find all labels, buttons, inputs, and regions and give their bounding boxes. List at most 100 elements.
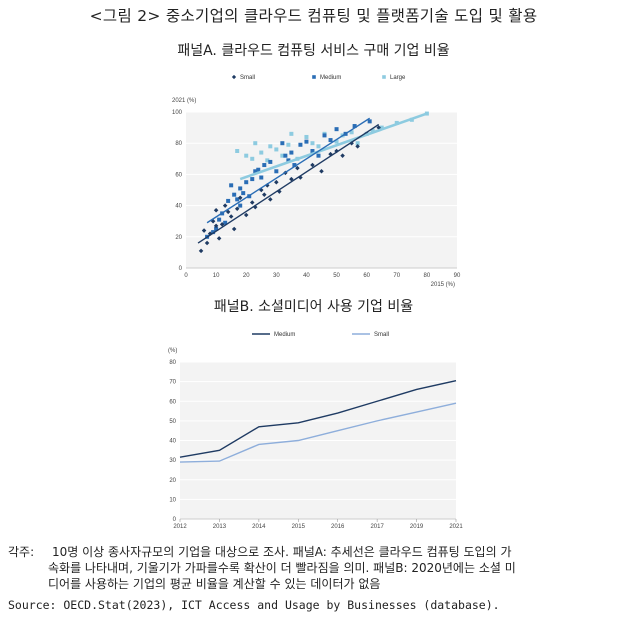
trendline-large: [239, 112, 428, 181]
point-medium: [316, 153, 321, 158]
x-tick-label-a: 40: [303, 273, 310, 279]
point-large: [253, 141, 258, 146]
legend-marker-large: [382, 75, 386, 79]
point-large: [235, 149, 240, 153]
point-medium: [352, 124, 357, 129]
x-axis-label-a: 2015 (%): [431, 282, 455, 288]
point-large: [316, 144, 321, 149]
x-tick-label-b: 2016: [331, 524, 345, 530]
point-medium: [244, 180, 249, 185]
point-medium: [298, 142, 303, 147]
y-tick-label-a: 100: [172, 110, 183, 116]
point-medium: [232, 192, 237, 197]
x-tick-label-b: 2012: [173, 524, 187, 530]
legend-marker-medium: [312, 75, 316, 79]
trendline-small: [197, 123, 380, 244]
point-medium: [283, 153, 288, 158]
point-large: [334, 139, 339, 144]
point-medium: [226, 198, 231, 203]
y-axis-label-b: (%): [168, 348, 177, 354]
point-medium: [310, 149, 315, 153]
figure-title: <그림 2> 중소기업의 클라우드 컴퓨팅 및 플랫폼기술 도입 및 활용: [89, 7, 538, 25]
point-large: [424, 111, 429, 116]
plot-area-a: [186, 112, 457, 268]
y-tick-label-b: 30: [169, 458, 176, 464]
x-tick-label-b: 2014: [252, 524, 266, 530]
point-medium: [229, 183, 234, 188]
source-line: Source: OECD.Stat(2023), ICT Access and …: [8, 598, 500, 612]
point-medium: [253, 169, 258, 174]
point-large: [379, 125, 384, 130]
point-large: [304, 134, 309, 139]
point-large: [370, 128, 375, 133]
legend-label-medium: Medium: [274, 332, 295, 338]
scatter-chart-panel-a: 0 20 40 60 80 100 0 10 20 30 40 50 60 70 80 90 2021 (%) 2…: [172, 74, 461, 288]
x-tick-label-b: 2021: [449, 524, 463, 530]
x-tick-label-b: 2015: [292, 524, 306, 530]
point-medium: [214, 227, 219, 231]
x-tick-label-a: 30: [273, 273, 280, 279]
point-medium: [334, 127, 339, 132]
point-medium: [223, 220, 228, 225]
y-tick-label-b: 50: [169, 419, 176, 425]
y-tick-label-b: 20: [169, 478, 176, 484]
legend-marker-small: [231, 74, 237, 80]
point-medium: [250, 177, 255, 182]
point-medium: [259, 175, 264, 180]
point-medium: [256, 167, 261, 172]
y-tick-label-a: 40: [175, 204, 182, 210]
y-tick-label-b: 40: [169, 439, 176, 445]
x-tick-label-a: 80: [424, 273, 431, 279]
x-tick-label-a: 0: [184, 273, 188, 279]
footnote-line-1: 각주: 10명 이상 종사자규모의 기업을 대상으로 조사. 패널A: 추세선은 …: [8, 544, 620, 560]
point-medium: [235, 197, 240, 202]
y-tick-label-b: 80: [169, 360, 176, 366]
x-tick-label-a: 10: [213, 273, 220, 279]
point-medium: [292, 163, 297, 168]
footnote-text-1: 10명 이상 종사자규모의 기업을 대상으로 조사. 패널A: 추세선은 클라우…: [52, 545, 512, 559]
y-tick-label-b: 10: [169, 497, 176, 503]
point-large: [268, 144, 273, 149]
point-medium: [304, 139, 309, 144]
point-medium: [274, 169, 279, 174]
point-large: [280, 153, 285, 158]
point-large: [355, 141, 360, 146]
point-large: [310, 141, 315, 146]
point-large: [274, 147, 279, 152]
point-medium: [238, 186, 243, 191]
point-large: [259, 150, 264, 155]
point-large: [289, 131, 294, 136]
point-medium: [367, 119, 372, 124]
legend-label-small: Small: [240, 75, 255, 81]
footnote: 각주: 10명 이상 종사자규모의 기업을 대상으로 조사. 패널A: 추세선은 …: [8, 544, 620, 592]
y-axis-label-a: 2021 (%): [172, 98, 196, 104]
point-medium: [217, 217, 222, 222]
line-chart-panel-b: 0 10 20 30 40 50 60 70 80 2012 2013 2014 2015 2016 201…: [168, 332, 463, 530]
y-tick-label-b: 70: [169, 380, 176, 386]
point-medium: [286, 158, 291, 163]
footnote-line-2: 속화를 나타내며, 기울기가 가파를수록 확산이 더 빨라짐을 의미. 패널B:…: [48, 561, 516, 575]
y-tick-label-b: 0: [173, 517, 177, 523]
point-medium: [211, 230, 216, 235]
x-tick-label-b: 2017: [370, 524, 384, 530]
footnote-line-3: 디어를 사용하는 기업의 평균 비율을 계산할 수 있는 데이터가 없음: [48, 577, 381, 591]
point-large: [265, 158, 270, 163]
legend-label-medium: Medium: [320, 75, 341, 81]
x-tick-label-b: 2013: [213, 524, 227, 530]
trendline-medium: [206, 117, 371, 224]
x-tick-label-a: 20: [243, 273, 250, 279]
legend-label-small: Small: [374, 332, 389, 338]
series-line-small: [179, 402, 457, 463]
point-medium: [262, 163, 267, 168]
point-medium: [241, 191, 246, 196]
y-tick-label-a: 80: [175, 141, 182, 147]
point-large: [250, 156, 255, 161]
footnote-label: 각주:: [8, 545, 35, 559]
x-tick-label-a: 90: [454, 273, 461, 279]
point-large: [349, 130, 354, 135]
point-small: [268, 197, 273, 202]
x-tick-label-b: 2019: [410, 524, 424, 530]
point-medium: [289, 150, 294, 155]
y-tick-label-a: 60: [175, 172, 182, 178]
point-large: [244, 153, 249, 158]
